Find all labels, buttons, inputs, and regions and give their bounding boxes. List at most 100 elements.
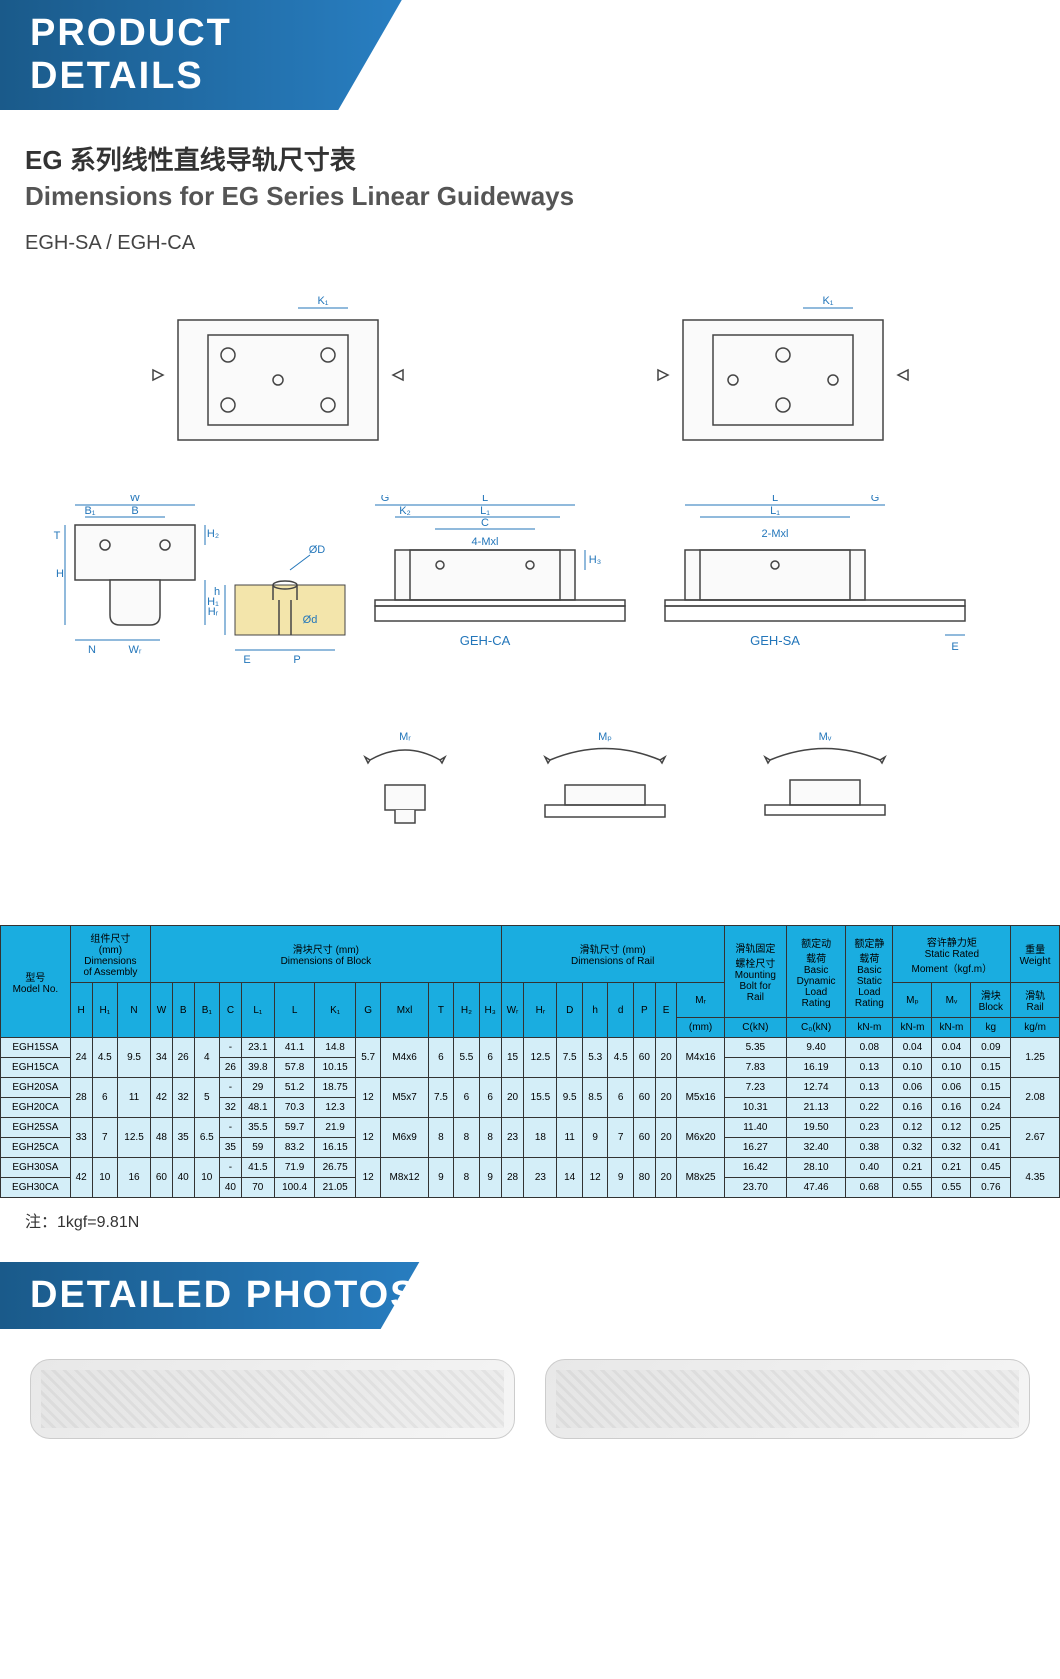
table-cell: 20 bbox=[655, 1118, 677, 1158]
table-cell: 18.75 bbox=[315, 1078, 356, 1098]
table-cell: 6 bbox=[608, 1078, 634, 1118]
photo-placeholder bbox=[545, 1359, 1030, 1439]
table-cell: M6x20 bbox=[677, 1118, 724, 1158]
table-cell: 5.5 bbox=[454, 1038, 480, 1078]
table-cell: EGH30CA bbox=[1, 1178, 71, 1198]
svg-text:K₁: K₁ bbox=[822, 295, 833, 307]
table-row: EGH30SA421016604010-41.571.926.7512M8x12… bbox=[1, 1158, 1060, 1178]
table-cell: 2.08 bbox=[1011, 1078, 1060, 1118]
table-cell: 9 bbox=[479, 1158, 501, 1198]
svg-text:K₂: K₂ bbox=[399, 505, 411, 517]
th-stat: 额定静载荷BasicStaticLoadRating bbox=[846, 926, 893, 1018]
table-cell: 23 bbox=[501, 1118, 524, 1158]
svg-text:GEH-CA: GEH-CA bbox=[460, 633, 511, 648]
svg-text:Wᵣ: Wᵣ bbox=[128, 644, 141, 656]
table-cell: 10 bbox=[194, 1158, 220, 1198]
table-cell: 0.38 bbox=[846, 1138, 893, 1158]
table-cell: 0.12 bbox=[932, 1118, 971, 1138]
table-row: EGH15SA244.59.534264-23.141.114.85.7M4x6… bbox=[1, 1038, 1060, 1058]
table-cell: 11 bbox=[557, 1118, 583, 1158]
title-chinese: EG 系列线性直线导轨尺寸表 bbox=[25, 140, 1035, 177]
table-cell: 7.5 bbox=[428, 1078, 454, 1118]
table-cell: 60 bbox=[633, 1118, 655, 1158]
table-cell: 0.06 bbox=[932, 1078, 971, 1098]
table-cell: 21.13 bbox=[786, 1098, 845, 1118]
table-cell: 12 bbox=[355, 1078, 381, 1118]
table-cell: 0.13 bbox=[846, 1078, 893, 1098]
table-cell: 20 bbox=[655, 1038, 677, 1078]
table-cell: 4.5 bbox=[92, 1038, 118, 1078]
title-english: Dimensions for EG Series Linear Guideway… bbox=[25, 181, 1035, 212]
table-cell: 0.04 bbox=[932, 1038, 971, 1058]
svg-text:H₂: H₂ bbox=[207, 528, 219, 540]
table-cell: 0.12 bbox=[893, 1118, 932, 1138]
table-cell: 11 bbox=[118, 1078, 151, 1118]
diagram-topview-ca: K₁ bbox=[138, 295, 418, 465]
table-cell: 9.5 bbox=[557, 1078, 583, 1118]
table-cell: - bbox=[220, 1038, 242, 1058]
table-cell: 1.25 bbox=[1011, 1038, 1060, 1078]
subtitle: EGH-SA / EGH-CA bbox=[25, 232, 1035, 255]
table-cell: 35.5 bbox=[241, 1118, 274, 1138]
table-cell: 16.19 bbox=[786, 1058, 845, 1078]
table-cell: 0.22 bbox=[846, 1098, 893, 1118]
table-cell: 8 bbox=[454, 1118, 480, 1158]
svg-text:Ød: Ød bbox=[303, 614, 318, 626]
table-cell: 0.41 bbox=[971, 1138, 1011, 1158]
table-cell: 28 bbox=[501, 1158, 524, 1198]
table-cell: 18 bbox=[524, 1118, 557, 1158]
table-cell: 0.16 bbox=[932, 1098, 971, 1118]
table-cell: M8x12 bbox=[381, 1158, 428, 1198]
table-cell: 28.10 bbox=[786, 1158, 845, 1178]
table-cell: 5.7 bbox=[355, 1038, 381, 1078]
th-dyn: 额定动载荷BasicDynamicLoadRating bbox=[786, 926, 845, 1018]
table-cell: 0.23 bbox=[846, 1118, 893, 1138]
diagram-moments: Mᵣ Mₚ Mᵥ bbox=[325, 725, 1025, 845]
table-cell: 9 bbox=[582, 1118, 608, 1158]
svg-text:4-Mxl: 4-Mxl bbox=[472, 536, 499, 548]
table-cell: 16.27 bbox=[724, 1138, 786, 1158]
table-cell: 5.35 bbox=[724, 1038, 786, 1058]
th-moment: 容许静力矩Static RatedMoment（kgf.m） bbox=[893, 926, 1011, 983]
svg-text:ØD: ØD bbox=[309, 544, 326, 556]
table-cell: 15 bbox=[501, 1038, 524, 1078]
th-model: 型号Model No. bbox=[1, 926, 71, 1038]
table-cell: 6 bbox=[479, 1078, 501, 1118]
table-cell: 29 bbox=[241, 1078, 274, 1098]
table-cell: 7.23 bbox=[724, 1078, 786, 1098]
table-cell: 51.2 bbox=[274, 1078, 315, 1098]
table-cell: 0.06 bbox=[893, 1078, 932, 1098]
table-cell: 23.1 bbox=[241, 1038, 274, 1058]
table-cell: 34 bbox=[151, 1038, 173, 1078]
svg-text:N: N bbox=[88, 644, 96, 656]
table-cell: 0.13 bbox=[846, 1058, 893, 1078]
table-cell: 100.4 bbox=[274, 1178, 315, 1198]
table-cell: M4x6 bbox=[381, 1038, 428, 1078]
table-cell: 70.3 bbox=[274, 1098, 315, 1118]
table-cell: 70 bbox=[241, 1178, 274, 1198]
table-cell: 4 bbox=[194, 1038, 220, 1078]
table-cell: EGH30SA bbox=[1, 1158, 71, 1178]
table-cell: 7 bbox=[92, 1118, 118, 1158]
svg-text:L₁: L₁ bbox=[770, 505, 780, 517]
table-cell: 0.55 bbox=[932, 1178, 971, 1198]
conversion-note: 注：1kgf=9.81N bbox=[25, 1208, 1060, 1232]
table-cell: 7 bbox=[608, 1118, 634, 1158]
svg-text:H₃: H₃ bbox=[589, 554, 601, 566]
table-cell: 14 bbox=[557, 1158, 583, 1198]
table-cell: EGH25CA bbox=[1, 1138, 71, 1158]
svg-text:L₁: L₁ bbox=[480, 505, 490, 517]
table-cell: 0.45 bbox=[971, 1158, 1011, 1178]
svg-text:Mᵥ: Mᵥ bbox=[819, 731, 832, 743]
table-cell: 26.75 bbox=[315, 1158, 356, 1178]
th-weight: 重量Weight bbox=[1011, 926, 1060, 983]
table-cell: 40 bbox=[220, 1178, 242, 1198]
table-cell: EGH25SA bbox=[1, 1118, 71, 1138]
table-cell: 20 bbox=[655, 1078, 677, 1118]
table-cell: 0.10 bbox=[932, 1058, 971, 1078]
table-cell: 0.10 bbox=[893, 1058, 932, 1078]
table-cell: 12 bbox=[355, 1158, 381, 1198]
table-cell: 9.40 bbox=[786, 1038, 845, 1058]
banner-text: PRODUCT DETAILS bbox=[0, 0, 420, 110]
table-cell: 9 bbox=[608, 1158, 634, 1198]
